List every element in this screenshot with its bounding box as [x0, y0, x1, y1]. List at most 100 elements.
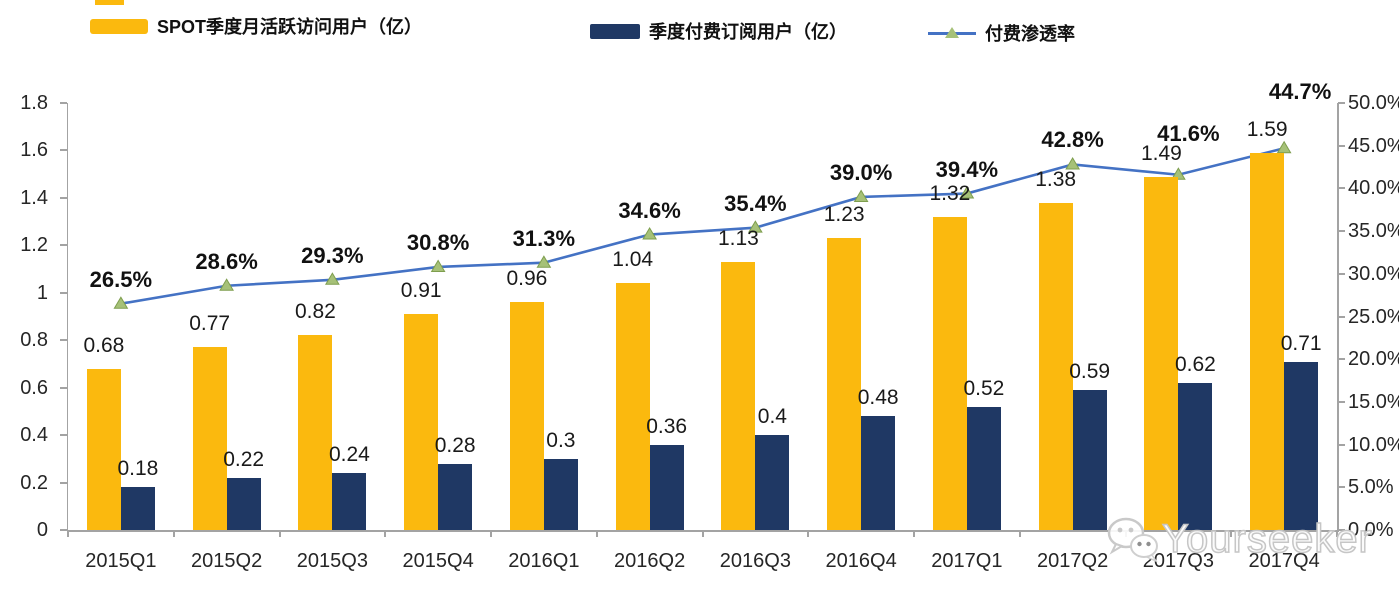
y-axis-tick — [60, 529, 67, 531]
right-axis-tick-label: 15.0% — [1348, 390, 1399, 413]
x-axis-label: 2015Q1 — [85, 550, 157, 572]
y-axis-tick — [60, 291, 67, 294]
subscribers-value-label: 0.3 — [546, 428, 576, 452]
y-axis-tick — [60, 244, 67, 247]
right-axis-tick — [1338, 486, 1345, 489]
penetration-label: 44.7% — [1268, 79, 1332, 105]
x-axis-label: 2015Q4 — [402, 550, 474, 572]
legend-item-penetration: 付费渗透率 — [928, 22, 1075, 44]
penetration-marker-icon — [853, 189, 869, 202]
right-axis-tick-label: 30.0% — [1348, 262, 1399, 285]
right-axis-tick — [1338, 187, 1345, 190]
mau-bar-2016Q2 — [615, 283, 650, 530]
wechat-icon — [1107, 517, 1158, 562]
subscribers-bar-2016Q3 — [755, 435, 790, 530]
mau-value-label: 1.13 — [717, 226, 759, 250]
penetration-label: 39.4% — [935, 156, 999, 182]
mau-value-label: 1.32 — [929, 181, 971, 205]
y-axis-tick — [60, 481, 67, 484]
subscribers-bar-2015Q4 — [438, 463, 473, 530]
mau-value-label: 1.23 — [823, 203, 865, 227]
legend-label-subscribers: 季度付费订阅用户（亿） — [649, 22, 847, 42]
penetration-marker-icon — [1276, 140, 1292, 154]
x-axis-tick — [278, 531, 281, 537]
right-axis-tick — [1338, 144, 1345, 147]
mau-bar-2016Q4 — [827, 238, 862, 530]
y-axis-tick-label: 0.4 — [20, 424, 48, 447]
y-axis-tick-label: 0.8 — [20, 329, 48, 352]
right-axis-tick — [1338, 315, 1345, 318]
y-axis-tick — [60, 102, 67, 104]
x-axis-label: 2015Q2 — [191, 550, 263, 572]
legend-label-penetration: 付费渗透率 — [985, 24, 1075, 44]
legend-label-mau: SPOT季度月活跃访问用户（亿） — [157, 17, 423, 37]
mau-bar-2015Q3 — [298, 335, 333, 530]
subscribers-bar-2015Q1 — [120, 487, 155, 530]
penetration-label: 29.3% — [301, 242, 364, 268]
right-axis-tick — [1338, 529, 1345, 531]
mau-value-label: 1.59 — [1246, 117, 1288, 141]
y-axis-tick-label: 0.6 — [20, 376, 48, 399]
penetration-label: 35.4% — [724, 190, 787, 216]
subscribers-bar-2016Q2 — [649, 444, 684, 530]
y-axis-tick-label: 0.2 — [20, 471, 48, 494]
mau-bar-2015Q4 — [404, 314, 439, 530]
y-axis-tick-label: 1.4 — [20, 186, 48, 209]
x-axis-tick — [1230, 531, 1233, 537]
watermark-text: Yourseeker — [1161, 516, 1373, 562]
subscribers-bar-2015Q2 — [226, 477, 261, 530]
mau-legend-swatch-icon — [90, 18, 148, 34]
subscribers-bar-2016Q4 — [861, 416, 896, 530]
mau-value-label: 0.96 — [506, 267, 548, 291]
subscribers-value-label: 0.22 — [223, 447, 265, 471]
y-axis-tick — [60, 339, 67, 342]
right-axis-tick — [1338, 272, 1345, 275]
right-axis-tick-label: 50.0% — [1348, 92, 1399, 114]
x-axis-tick — [490, 531, 492, 537]
y-axis-tick — [60, 196, 67, 199]
watermark: Yourseeker — [1106, 516, 1373, 562]
subscribers-value-label: 0.28 — [434, 433, 476, 457]
legend-item-mau: SPOT季度月活跃访问用户（亿） — [90, 15, 422, 37]
mau-value-label: 1.49 — [1140, 141, 1182, 165]
y-axis-tick-label: 0 — [36, 519, 48, 541]
right-axis-tick — [1338, 230, 1345, 233]
x-axis-tick — [1336, 531, 1338, 537]
y-axis-tick — [60, 434, 67, 437]
x-axis-tick — [595, 531, 598, 537]
y-axis-tick-label: 1.8 — [20, 92, 48, 114]
mau-bar-2017Q4 — [1250, 152, 1285, 530]
legend-item-subscribers: 季度付费订阅用户（亿） — [590, 20, 847, 42]
x-axis-line — [66, 530, 1339, 532]
mau-bar-2016Q1 — [509, 302, 544, 530]
right-axis-tick — [1338, 443, 1345, 446]
penetration-label: 28.6% — [195, 248, 258, 274]
y-axis-tick-label: 1 — [36, 281, 48, 304]
x-axis-tick — [807, 531, 810, 537]
y-axis-tick-label: 1.2 — [20, 234, 48, 257]
mau-value-label: 0.68 — [83, 333, 125, 357]
penetration-label: 42.8% — [1041, 127, 1104, 153]
right-axis-tick-label: 5.0% — [1348, 476, 1394, 499]
x-axis-tick — [67, 531, 69, 537]
penetration-label: 31.3% — [512, 225, 576, 251]
subscribers-value-label: 0.52 — [963, 376, 1005, 400]
subscribers-value-label: 0.24 — [328, 443, 370, 467]
x-axis-label: 2017Q2 — [1037, 550, 1109, 572]
penetration-label: 26.5% — [89, 266, 153, 292]
right-axis-tick-label: 25.0% — [1348, 305, 1399, 328]
subscribers-bar-2016Q1 — [543, 458, 578, 530]
penetration-marker-icon — [324, 272, 340, 285]
x-axis-tick — [1018, 531, 1021, 537]
subscribers-bar-2017Q3 — [1178, 382, 1213, 530]
y-axis-tick — [60, 386, 67, 389]
mau-value-label: 0.77 — [189, 312, 231, 336]
right-axis-tick-label: 45.0% — [1348, 134, 1399, 157]
left-axis-line — [66, 103, 68, 530]
mau-bar-2016Q3 — [721, 261, 756, 530]
penetration-marker-icon — [430, 259, 446, 272]
mau-bar-2017Q1 — [932, 216, 967, 530]
x-axis-label: 2017Q3 — [1142, 550, 1214, 572]
x-axis-label: 2016Q2 — [614, 550, 686, 572]
subscribers-value-label: 0.71 — [1280, 331, 1322, 355]
